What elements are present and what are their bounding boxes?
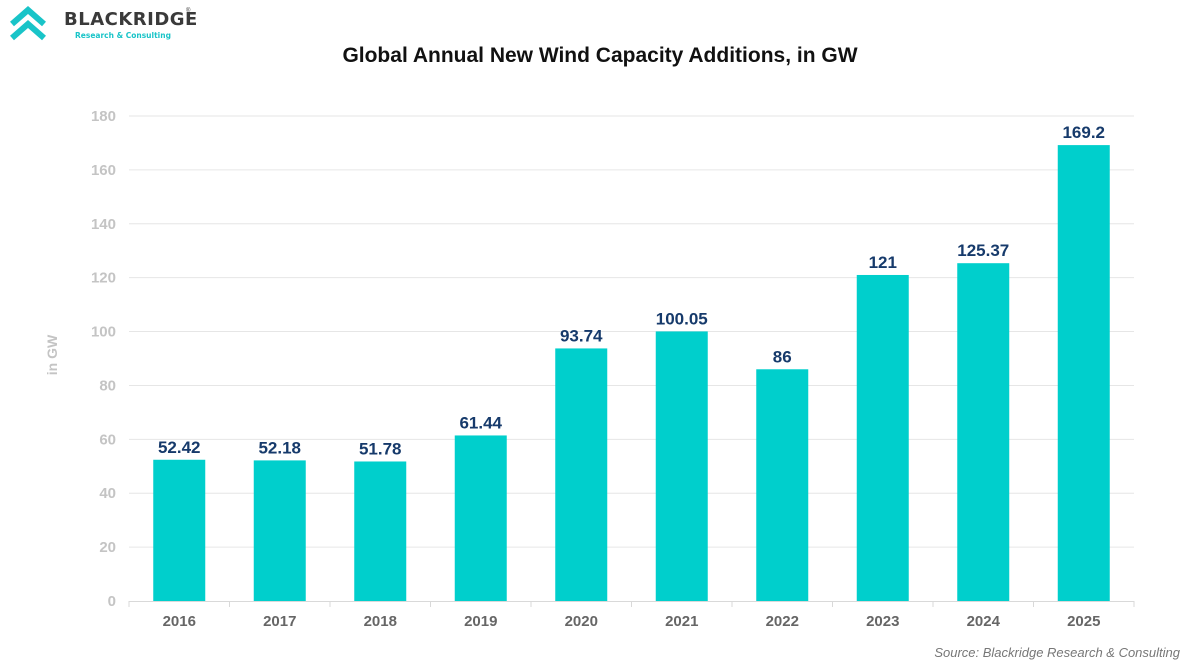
bar-2016: [153, 459, 206, 601]
y-tick-label: 160: [91, 162, 116, 179]
x-tick-label: 2019: [464, 613, 497, 630]
bar-2021: [655, 331, 708, 601]
bar-2019: [454, 435, 507, 601]
x-tick-label: 2025: [1067, 613, 1100, 630]
x-tick-label: 2016: [163, 613, 196, 630]
bar-2024: [957, 263, 1010, 601]
x-tick-label: 2017: [263, 613, 296, 630]
data-label-2019: 61.44: [459, 413, 502, 432]
data-label-2017: 52.18: [258, 438, 301, 457]
data-label-2025: 169.2: [1062, 123, 1105, 142]
x-tick-label: 2020: [565, 613, 598, 630]
x-axis: 2016 2017 2018 2019 2020 2021 2022 2023 2024 2025: [128, 601, 1135, 630]
y-tick-label: 100: [91, 324, 116, 341]
chevron-up-logo-icon: [10, 6, 46, 41]
brand-tagline: Research & Consulting: [75, 31, 171, 40]
brand-name: BLACKRIDGE: [64, 9, 198, 30]
x-tick-label: 2022: [766, 613, 799, 630]
data-label-2016: 52.42: [158, 438, 201, 457]
bar-2020: [555, 348, 608, 601]
y-tick-label: 140: [91, 216, 116, 233]
registered-mark: ®: [186, 8, 191, 14]
y-tick-label: 80: [99, 377, 116, 394]
bar-2025: [1057, 145, 1110, 601]
y-tick-label: 180: [91, 108, 116, 125]
data-labels: 52.42 52.18 51.78 61.44 93.74 100.05 86 121 125.…: [158, 123, 1105, 458]
y-tick-label: 120: [91, 270, 116, 287]
bar-2017: [253, 460, 306, 601]
bar-2023: [856, 274, 909, 601]
bar-2018: [354, 461, 407, 601]
x-tick-label: 2021: [665, 613, 698, 630]
data-label-2020: 93.74: [560, 326, 603, 345]
chart-title: Global Annual New Wind Capacity Addition…: [342, 44, 858, 67]
data-label-2022: 86: [773, 347, 792, 366]
y-tick-label: 20: [99, 539, 116, 556]
bar-2022: [756, 369, 809, 601]
y-tick-label: 0: [108, 593, 116, 610]
y-tick-label: 60: [99, 431, 116, 448]
x-tick-label: 2024: [967, 613, 1001, 630]
y-tick-label: 40: [99, 485, 116, 502]
data-label-2024: 125.37: [957, 241, 1009, 260]
y-axis-ticks: 0 20 40 60 80 100 120 140 160 180: [91, 108, 116, 610]
bars: [153, 145, 1110, 601]
data-label-2018: 51.78: [359, 439, 402, 458]
data-label-2023: 121: [869, 253, 897, 272]
x-tick-label: 2018: [364, 613, 397, 630]
data-label-2021: 100.05: [656, 309, 708, 328]
brand-logo: BLACKRIDGE ® Research & Consulting: [8, 6, 198, 42]
x-tick-label: 2023: [866, 613, 899, 630]
source-note: Source: Blackridge Research & Consulting: [934, 645, 1180, 660]
